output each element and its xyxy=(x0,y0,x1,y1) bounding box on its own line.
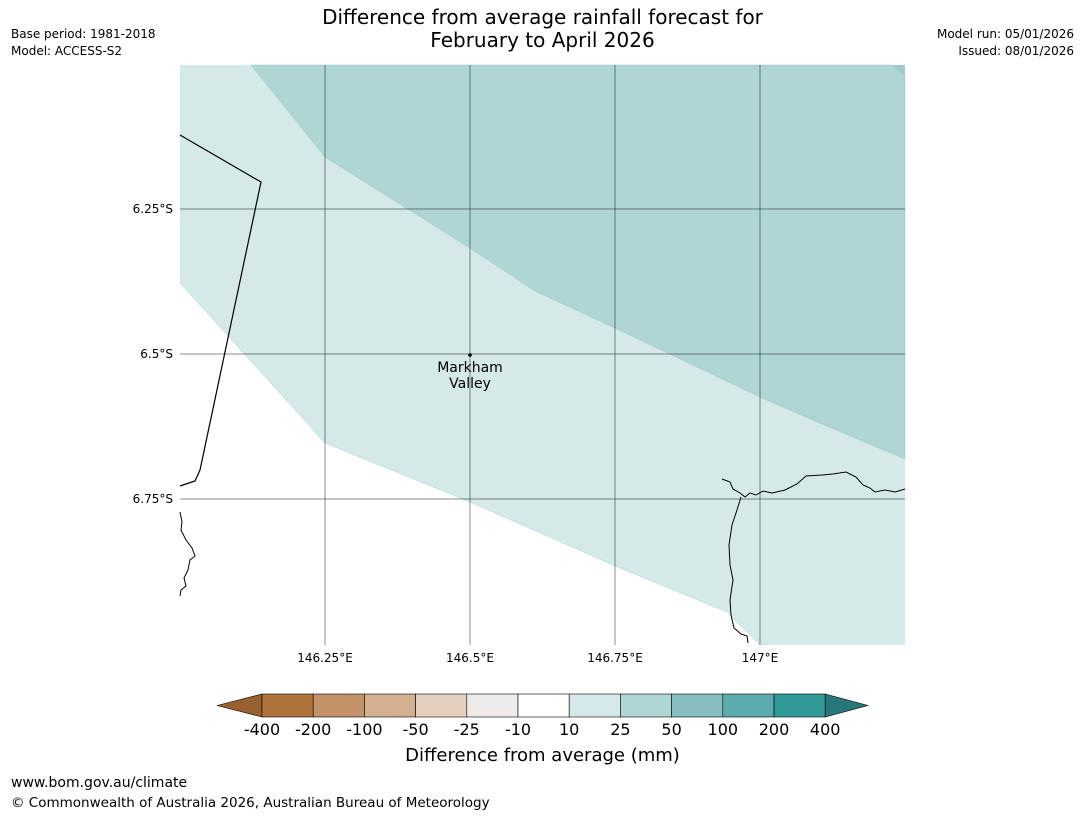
model-run: Model run: 05/01/2026 xyxy=(936,27,1074,41)
legend-swatch xyxy=(312,693,365,718)
legend-swatch xyxy=(620,693,672,718)
legend-tick-label: -25 xyxy=(453,720,480,739)
model-name: Model: ACCESS-S2 xyxy=(11,44,123,58)
title-line-2: February to April 2026 xyxy=(430,28,655,52)
legend-swatch xyxy=(722,693,775,718)
header-right: Model run: 05/01/2026 Issued: 08/01/2026 xyxy=(937,26,1074,60)
map-area xyxy=(179,64,906,646)
legend-swatch xyxy=(415,693,468,718)
place-label: Markham Valley xyxy=(420,360,520,392)
lat-label-6-5: 6.5°S xyxy=(140,347,173,361)
legend-tick-label: 100 xyxy=(707,720,739,739)
zone-25-to-50 xyxy=(250,64,906,460)
river-east xyxy=(728,496,749,644)
legend-title: Difference from average (mm) xyxy=(405,745,680,766)
lat-label-6-25: 6.25°S xyxy=(132,202,173,216)
base-period: Base period: 1981-2018 xyxy=(11,27,156,41)
province-border xyxy=(179,134,262,487)
place-name-line-2: Valley xyxy=(449,376,491,392)
header-left: Base period: 1981-2018 Model: ACCESS-S2 xyxy=(11,26,156,60)
legend-swatch xyxy=(517,693,570,718)
legend-swatch xyxy=(261,693,314,718)
place-name-line-1: Markham xyxy=(437,360,503,376)
legend-swatch xyxy=(773,693,826,718)
lon-label-146-75: 146.75°E xyxy=(587,651,643,665)
legend-tick-label: -200 xyxy=(295,720,332,739)
legend-extend-low xyxy=(216,693,263,718)
coastline-east xyxy=(721,471,906,498)
lon-label-146-5: 146.5°E xyxy=(446,651,494,665)
legend-swatch xyxy=(671,693,724,718)
legend-tick-label: 25 xyxy=(610,720,631,739)
legend-tick-label: -100 xyxy=(346,720,383,739)
legend-tick-label: 400 xyxy=(809,720,841,739)
lon-label-146-25: 146.25°E xyxy=(297,651,353,665)
legend-swatch xyxy=(466,693,519,718)
legend-tick-label: 50 xyxy=(661,720,682,739)
zone-corner-patch xyxy=(891,65,905,76)
footer-copyright: © Commonwealth of Australia 2026, Austra… xyxy=(11,795,490,811)
graticule xyxy=(180,65,905,645)
footer-url[interactable]: www.bom.gov.au/climate xyxy=(11,775,188,791)
coastline-west xyxy=(179,511,196,597)
legend-tick-label: -400 xyxy=(243,720,281,739)
legend-extend-high xyxy=(824,693,870,718)
legend-colorbar xyxy=(216,693,870,718)
legend-swatch xyxy=(568,693,621,718)
lon-label-147: 147°E xyxy=(741,651,779,665)
issued-date: Issued: 08/01/2026 xyxy=(958,44,1074,58)
legend-tick-label: 200 xyxy=(758,720,790,739)
markham-valley-marker xyxy=(468,353,472,357)
legend-tick-label: -50 xyxy=(402,720,429,739)
legend-swatch xyxy=(364,693,416,718)
legend-tick-label: -10 xyxy=(504,720,532,739)
title-line-1: Difference from average rainfall forecas… xyxy=(322,5,763,29)
zone-boundary xyxy=(179,282,761,646)
map-title: Difference from average rainfall forecas… xyxy=(0,6,1085,52)
lat-label-6-75: 6.75°S xyxy=(132,492,173,506)
legend-tick-label: 10 xyxy=(559,720,580,739)
